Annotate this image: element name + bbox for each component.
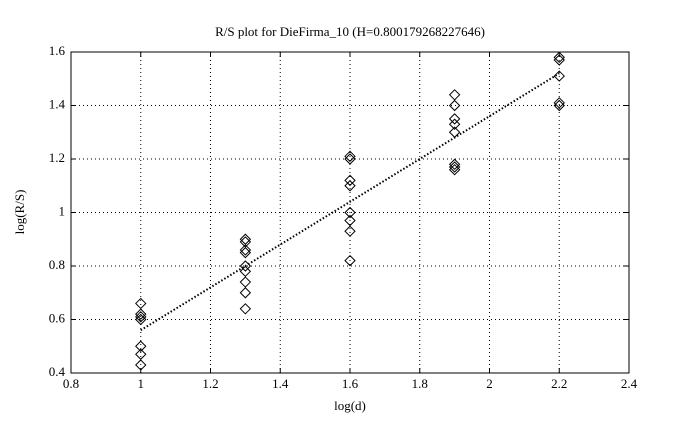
point — [344, 254, 356, 267]
point — [239, 246, 252, 259]
x-tick-label: 1.2 — [202, 376, 218, 391]
x-tick-label: 0.8 — [63, 376, 79, 391]
point — [135, 297, 147, 310]
x-tick-label: 1.4 — [272, 376, 289, 391]
point — [553, 99, 565, 112]
point — [239, 287, 252, 299]
y-tick-label: 0.6 — [49, 310, 66, 325]
point — [344, 153, 356, 165]
point — [344, 206, 356, 219]
y-tick-label: 1.2 — [49, 150, 65, 165]
chart-title: R/S plot for DieFirma_10 (H=0.8001792682… — [215, 24, 485, 39]
point — [239, 244, 252, 256]
point — [553, 51, 565, 64]
y-tick-label: 1.4 — [49, 96, 66, 111]
point — [553, 97, 565, 109]
x-tick-label: 2.2 — [551, 376, 567, 391]
point — [239, 303, 252, 315]
point — [239, 276, 252, 288]
x-tick-label: 1.8 — [412, 376, 428, 391]
point — [448, 99, 461, 112]
point — [135, 308, 147, 320]
x-tick-label: 2 — [486, 376, 493, 391]
point — [344, 180, 356, 192]
x-axis-label: log(d) — [334, 398, 366, 413]
y-tick-label: 1.6 — [49, 43, 66, 58]
point — [344, 225, 356, 237]
point — [135, 340, 147, 352]
point — [448, 163, 461, 176]
point — [344, 150, 356, 163]
point — [135, 313, 147, 326]
y-tick-label: 1 — [59, 203, 66, 218]
x-tick-label: 2.4 — [621, 376, 638, 391]
fit-line — [140, 72, 560, 332]
point — [448, 113, 461, 125]
y-tick-label: 0.8 — [49, 257, 65, 272]
y-tick-label: 0.4 — [49, 364, 66, 379]
x-tick-label: 1 — [138, 376, 145, 391]
point — [553, 54, 565, 66]
point — [135, 359, 147, 371]
point — [448, 161, 461, 173]
point — [448, 118, 461, 130]
y-axis-label: log(R/S) — [12, 190, 27, 235]
point — [344, 174, 356, 187]
point — [448, 158, 461, 171]
point — [448, 89, 461, 101]
x-tick-label: 1.6 — [342, 376, 359, 391]
point — [135, 311, 147, 323]
plot-frame — [70, 51, 630, 374]
